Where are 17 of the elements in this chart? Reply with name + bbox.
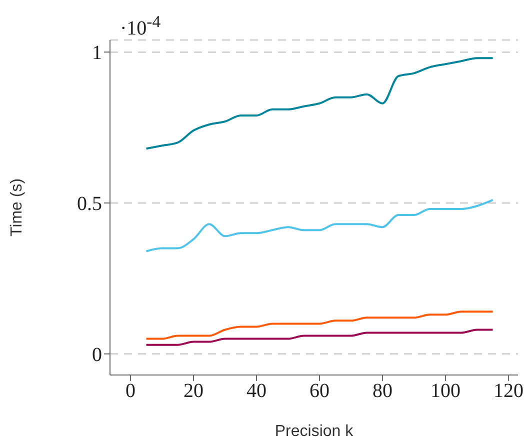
- line-series: [145, 328, 494, 346]
- y-axis-title: Time (s): [8, 178, 26, 237]
- x-tick-label: 100: [430, 380, 461, 402]
- y-tick-label: 0: [92, 344, 102, 366]
- line-series: [145, 198, 494, 252]
- x-tick-label: 20: [183, 380, 204, 402]
- x-tick-label: 60: [310, 380, 330, 402]
- text: ·10$^{-4}$: [120, 12, 161, 41]
- x-tick-label: 0: [125, 380, 136, 402]
- x-axis-title: Precision k: [274, 423, 354, 440]
- y-tick-label: 0.5: [77, 193, 102, 216]
- line-series: [145, 310, 494, 340]
- x-tick-label: 120: [494, 380, 524, 402]
- line-series: [145, 57, 494, 150]
- x-tick-label: 40: [246, 380, 266, 402]
- x-tick-label: 80: [372, 380, 393, 402]
- y-tick-label: 1: [92, 42, 102, 64]
